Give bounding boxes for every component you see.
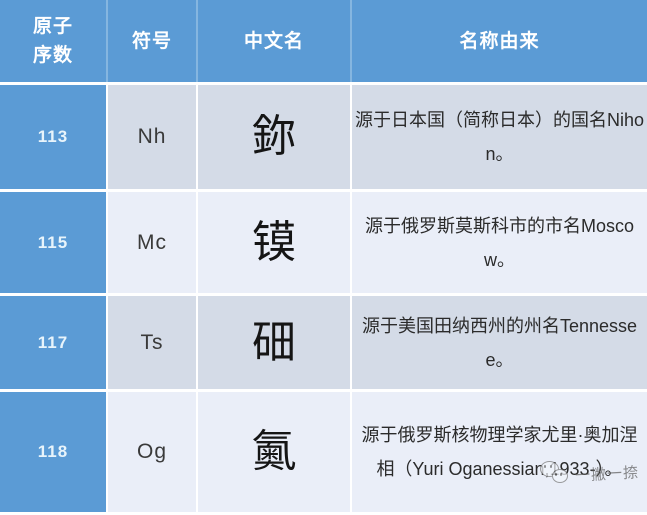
cell-atomic-number: 115 bbox=[0, 190, 108, 296]
column-header-atomic-number: 原子 序数 bbox=[0, 0, 108, 85]
cell-name-origin: 源于美国田纳西州的州名Tennessee。 bbox=[351, 294, 647, 392]
table-header-row: 原子 序数 符号 中文名 名称由来 bbox=[0, 0, 647, 85]
cell-name-origin: 源于日本国（简称日本）的国名Nihon。 bbox=[351, 83, 647, 192]
table-row: 115 Mc 镆 源于俄罗斯莫斯科市的市名Moscow。 bbox=[0, 190, 647, 296]
column-header-atomic-number-line1: 原子 bbox=[32, 16, 73, 37]
cell-atomic-number: 117 bbox=[0, 294, 108, 392]
cell-name-origin: 源于俄罗斯核物理学家尤里·奥加涅相（Yuri Oganessian,1933-）… bbox=[351, 390, 647, 515]
cell-name-origin-text: 源于日本国（简称日本）的国名Nihon。 bbox=[354, 110, 645, 164]
cell-name-origin-text: 源于美国田纳西州的州名Tennessee。 bbox=[361, 315, 638, 370]
column-header-chinese-name: 中文名 bbox=[197, 0, 352, 85]
column-header-atomic-number-line2: 序数 bbox=[32, 45, 73, 66]
cell-chinese-name: 镆 bbox=[197, 190, 352, 296]
cell-symbol: Og bbox=[107, 390, 198, 515]
column-header-name-origin: 名称由来 bbox=[351, 0, 647, 85]
cell-name-origin-text: 源于俄罗斯核物理学家尤里·奥加涅相（Yuri Oganessian,1933-）… bbox=[361, 425, 638, 479]
cell-symbol: Mc bbox=[107, 190, 198, 296]
table-row: 117 Ts 鿬 源于美国田纳西州的州名Tennessee。 bbox=[0, 294, 647, 392]
table-header: 原子 序数 符号 中文名 名称由来 bbox=[0, 0, 647, 85]
cell-name-origin: 源于俄罗斯莫斯科市的市名Moscow。 bbox=[351, 190, 647, 296]
table-row: 113 Nh 鉨 源于日本国（简称日本）的国名Nihon。 bbox=[0, 83, 647, 192]
cell-atomic-number: 118 bbox=[0, 390, 108, 515]
cell-name-origin-text: 源于俄罗斯莫斯科市的市名Moscow。 bbox=[364, 215, 634, 270]
cell-chinese-name: 鿫 bbox=[197, 390, 352, 515]
cell-symbol: Nh bbox=[107, 83, 198, 192]
cell-chinese-name: 鉨 bbox=[197, 83, 352, 192]
cell-chinese-name: 鿬 bbox=[197, 294, 352, 392]
cell-symbol: Ts bbox=[107, 294, 198, 392]
table-row: 118 Og 鿫 源于俄罗斯核物理学家尤里·奥加涅相（Yuri Oganessi… bbox=[0, 390, 647, 515]
table-body: 113 Nh 鉨 源于日本国（简称日本）的国名Nihon。 115 Mc 镆 源… bbox=[0, 83, 647, 515]
cell-atomic-number: 113 bbox=[0, 83, 108, 192]
column-header-symbol: 符号 bbox=[107, 0, 198, 85]
